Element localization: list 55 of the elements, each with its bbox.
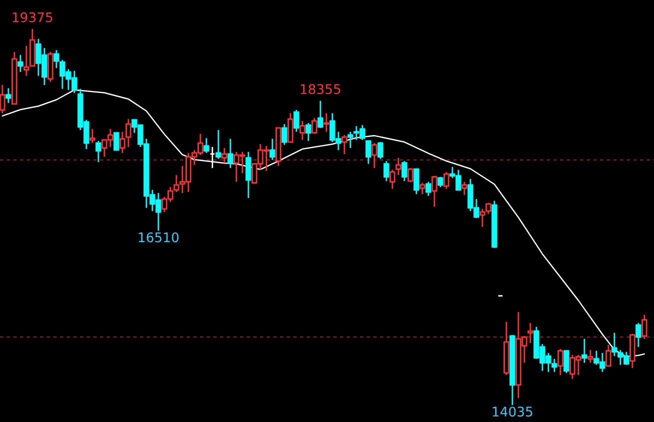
- candlestick: [486, 202, 492, 215]
- candlestick: [54, 49, 60, 69]
- candlestick: [306, 122, 312, 142]
- candlestick: [126, 118, 132, 148]
- candlestick: [462, 181, 468, 196]
- candlestick: [120, 131, 126, 154]
- candlestick: [216, 129, 222, 160]
- candlestick: [312, 117, 318, 134]
- candlestick: [294, 109, 300, 132]
- candlestick: [282, 123, 288, 146]
- candlestick: [0, 84, 6, 114]
- candlestick: [114, 132, 120, 151]
- candlestick: [558, 348, 564, 376]
- candlestick: [6, 87, 12, 104]
- candlestick: [642, 314, 648, 340]
- candlestick: [480, 208, 486, 228]
- candlestick: [402, 160, 408, 182]
- candlestick: [342, 134, 348, 155]
- candlestick: [228, 138, 234, 169]
- candlestick: [564, 350, 570, 374]
- candlestick: [288, 112, 294, 143]
- candlestick: [444, 171, 450, 190]
- annotation: 18355: [300, 84, 340, 94]
- candlestick: [408, 167, 414, 182]
- candlestick: [300, 120, 306, 141]
- candlestick: [204, 137, 210, 154]
- candlestick: [390, 169, 396, 190]
- candlestick: [378, 141, 384, 160]
- candlestick: [384, 160, 390, 182]
- candlestick: [396, 157, 402, 176]
- candlestick: [348, 131, 354, 149]
- candlestick: [18, 54, 24, 73]
- candlestick: [174, 174, 180, 193]
- annotation: 16510: [138, 232, 179, 242]
- annotation: 19375: [12, 12, 52, 22]
- candlestick: [372, 142, 378, 169]
- candlestick: [222, 147, 228, 164]
- candlestick: [636, 322, 642, 348]
- annotation: 14035: [492, 406, 532, 417]
- candlestick: [270, 138, 276, 161]
- candlestick: [432, 175, 438, 208]
- candlestick: [318, 100, 324, 129]
- candlestick: [420, 182, 426, 195]
- candlestick: [582, 338, 588, 364]
- candlestick: [606, 344, 612, 367]
- candlestick: [588, 349, 594, 364]
- candlestick: [366, 140, 372, 165]
- candlestick: [90, 128, 96, 144]
- candlestick: [96, 140, 102, 163]
- candlestick: [246, 151, 252, 199]
- candlestick: [528, 322, 534, 344]
- candlestick: [24, 45, 30, 77]
- candlestick: [414, 168, 420, 195]
- candlestick: [426, 181, 432, 197]
- candlestick: [324, 112, 330, 132]
